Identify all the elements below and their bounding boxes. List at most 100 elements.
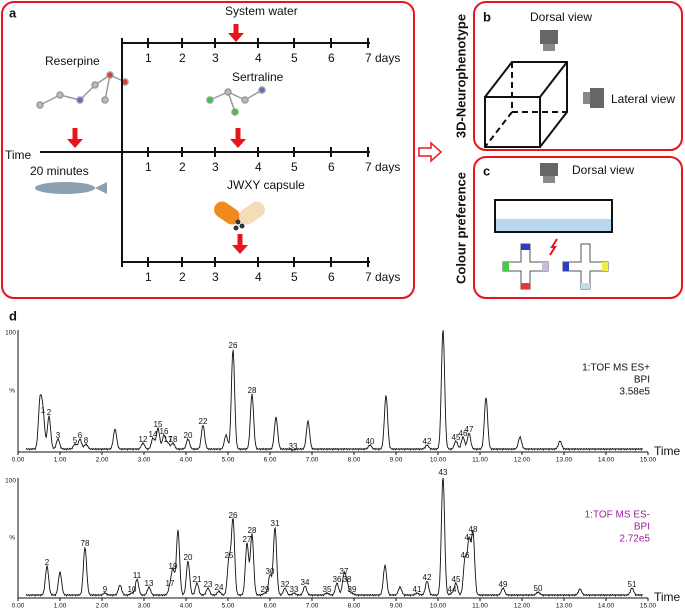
sertraline-molecule xyxy=(206,86,266,116)
peak-label: 37 xyxy=(340,567,349,576)
panel-a-frame xyxy=(1,1,415,299)
panel-b-frame xyxy=(473,1,683,151)
y-unit-label: % xyxy=(9,535,15,542)
peak-label: 34 xyxy=(301,578,310,587)
t-maze xyxy=(502,243,549,290)
day-label: 4 xyxy=(255,160,262,174)
t-maze xyxy=(562,243,609,290)
x-tick-label: 13.00 xyxy=(556,457,573,464)
camera-top xyxy=(540,30,558,51)
day-label: 7 days xyxy=(365,160,400,174)
peak-label: 50 xyxy=(534,584,543,593)
peak-label: 26 xyxy=(229,341,238,350)
peak-label: 27 xyxy=(243,535,252,544)
day-label: 2 xyxy=(179,51,186,65)
color-arm xyxy=(581,283,590,289)
x-tick-label: 3.00 xyxy=(138,457,151,464)
side-label: Colour preference xyxy=(453,172,468,284)
trace-info: BPI xyxy=(634,375,650,386)
x-tick-label: 9.00 xyxy=(390,457,403,464)
camera-side xyxy=(583,88,604,108)
granule xyxy=(235,219,241,225)
view-label: Dorsal view xyxy=(572,163,634,177)
peak-label: 3 xyxy=(56,431,61,440)
peak-label: 5 xyxy=(73,436,78,445)
red-arrow-head xyxy=(232,245,248,254)
x-tick-label: 2.00 xyxy=(96,457,109,464)
y-tick-label: 100 xyxy=(5,478,16,485)
day-label: 6 xyxy=(328,51,335,65)
red-arrow-head xyxy=(230,139,246,148)
peak-label: 43 xyxy=(439,468,448,477)
day-label: 4 xyxy=(255,270,262,284)
peak-label: 25 xyxy=(225,551,234,560)
granule xyxy=(239,223,245,229)
peak-label: 29 xyxy=(261,585,270,594)
x-tick-label: 14.00 xyxy=(598,603,615,608)
peak-label: 18 xyxy=(169,435,178,444)
day-label: 3 xyxy=(212,160,219,174)
peak-label: 41 xyxy=(413,585,422,594)
trace-info: 2.72e5 xyxy=(619,534,650,545)
day-label: 4 xyxy=(255,51,262,65)
granule xyxy=(233,225,239,231)
peak-label: 51 xyxy=(628,580,637,589)
day-label: 1 xyxy=(145,270,152,284)
x-tick-label: 2.00 xyxy=(96,603,109,608)
panel-label: d xyxy=(9,308,17,323)
color-arm xyxy=(503,262,509,271)
x-tick-label: 8.00 xyxy=(348,603,361,608)
peak-label: 33 xyxy=(289,442,298,451)
peak-label: 49 xyxy=(499,580,508,589)
peak-label: 78 xyxy=(81,539,90,548)
peak-label: 32 xyxy=(281,580,290,589)
day-label: 1 xyxy=(145,51,152,65)
panel-label: a xyxy=(9,5,17,20)
zebrafish-tail xyxy=(95,182,107,194)
x-tick-label: 12.00 xyxy=(514,457,531,464)
x-tick-label: 5.00 xyxy=(222,457,235,464)
peak-label: 46 xyxy=(459,429,468,438)
view-label: Dorsal view xyxy=(530,10,592,24)
day-label: 2 xyxy=(179,160,186,174)
peak-label: 42 xyxy=(423,573,432,582)
red-arrow-head xyxy=(228,33,244,42)
day-label: 5 xyxy=(291,51,298,65)
flow-arrow xyxy=(418,141,443,163)
x-tick-label: 6.00 xyxy=(264,603,277,608)
y-unit-label: % xyxy=(9,388,15,395)
peak-label: 8 xyxy=(84,436,89,445)
peak-label: 16 xyxy=(160,427,169,436)
color-arm xyxy=(521,244,530,250)
x-tick-label: 1.00 xyxy=(54,457,67,464)
peak-label: 40 xyxy=(366,437,375,446)
peak-label: 23 xyxy=(204,580,213,589)
x-tick-label: 10.00 xyxy=(430,457,447,464)
peak-label: 14 xyxy=(149,430,158,439)
peak-label: 19 xyxy=(169,562,178,571)
treatment-label: JWXY capsule xyxy=(227,178,305,192)
peak-label: 12 xyxy=(139,435,148,444)
x-tick-label: 1.00 xyxy=(54,603,67,608)
reserpine-molecule xyxy=(36,71,129,109)
peak-label: 47 xyxy=(465,533,474,542)
peak-label: 22 xyxy=(199,417,208,426)
peak-label: 38 xyxy=(343,575,352,584)
peak-label: 17 xyxy=(166,579,175,588)
peak-label: 46 xyxy=(461,551,470,560)
x-tick-label: 15.00 xyxy=(640,603,657,608)
capsule-half xyxy=(239,201,265,225)
drug-label: Reserpine xyxy=(45,54,100,68)
x-tick-label: 9.00 xyxy=(390,603,403,608)
x-tick-label: 10.00 xyxy=(430,603,447,608)
x-tick-label: 11.00 xyxy=(472,603,488,608)
chromatogram-trace xyxy=(25,330,643,452)
x-tick-label: 4.00 xyxy=(180,603,193,608)
peak-label: 28 xyxy=(248,386,257,395)
trace-info: BPI xyxy=(634,522,650,533)
day-label: 1 xyxy=(145,160,152,174)
trace-info: 1:TOF MS ES- xyxy=(585,510,650,521)
zigzag xyxy=(549,238,558,256)
treatment-label: Sertraline xyxy=(232,70,284,84)
